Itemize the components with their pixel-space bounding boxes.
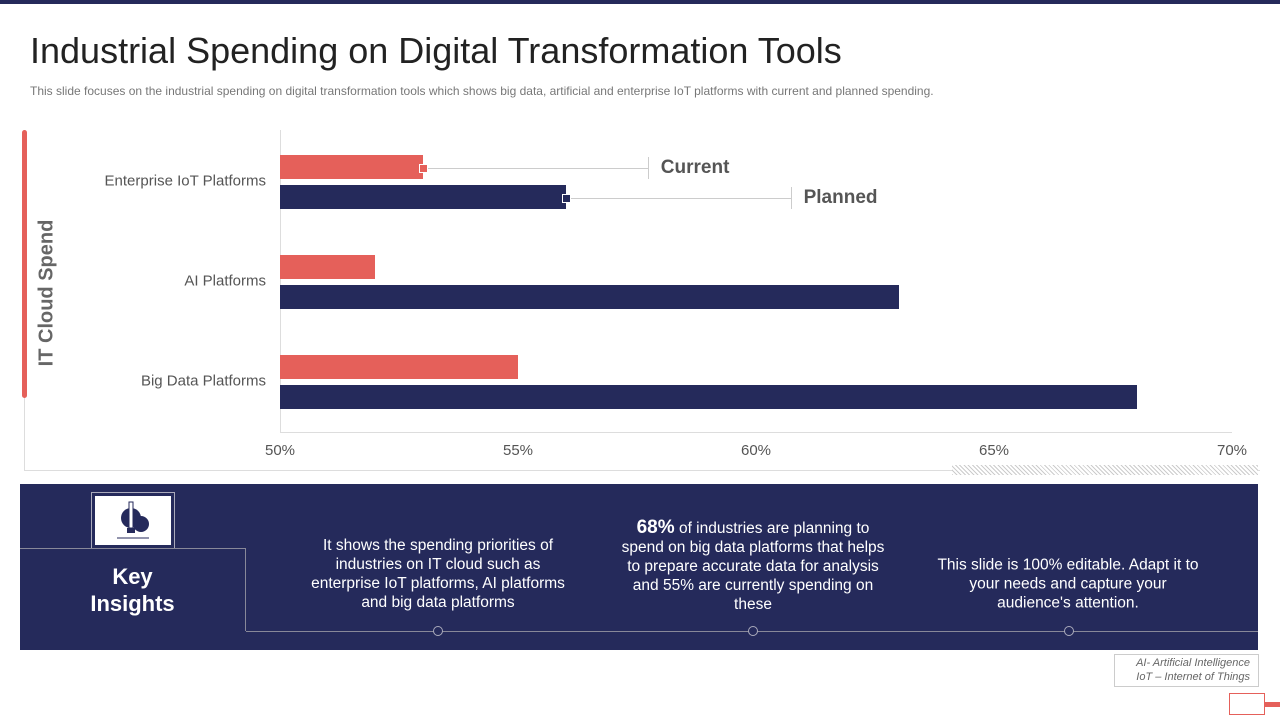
timeline-dot: [433, 626, 443, 636]
top-accent-bar: [0, 0, 1280, 4]
callout-tick: [790, 187, 792, 209]
page-subtitle: This slide focuses on the industrial spe…: [30, 84, 934, 98]
callout-tick: [647, 157, 649, 179]
x-tick-label: 60%: [740, 442, 772, 459]
legend-planned: Planned: [803, 187, 878, 208]
x-tick-label: 65%: [978, 442, 1010, 459]
y-axis-label: IT Cloud Spend: [35, 219, 58, 367]
lightbulb-gear-icon: [117, 501, 149, 538]
insight-text: This slide is 100% editable. Adapt it to…: [937, 556, 1199, 612]
page-title: Industrial Spending on Digital Transform…: [30, 30, 842, 71]
heading-line-1: Key: [112, 564, 153, 589]
bar-current: [280, 255, 376, 279]
category-label: Enterprise IoT Platforms: [104, 172, 266, 190]
insight-text: of industries are planning to spend on b…: [621, 520, 885, 613]
bar-planned: [280, 285, 899, 309]
callout-line: [565, 198, 791, 199]
bar-current: [280, 155, 423, 179]
insight-text: It shows the spending priorities of indu…: [311, 537, 565, 611]
callout-marker: [418, 164, 428, 173]
footnote-line: AI- Artificial Intelligence: [1136, 657, 1250, 669]
bar-current: [280, 355, 518, 379]
x-axis-line: [280, 432, 1232, 433]
key-insights-heading: Key Insights: [20, 548, 246, 631]
callout-line: [422, 168, 648, 169]
insight-2: 68% of industries are planning to spend …: [618, 518, 888, 614]
footnote: AI- Artificial Intelligence IoT – Interne…: [1114, 654, 1259, 687]
insight-highlight: 68%: [636, 517, 675, 538]
hatch-decoration: [952, 465, 1258, 475]
bar-planned: [280, 185, 566, 209]
timeline-dot: [748, 626, 758, 636]
x-tick-label: 70%: [1216, 442, 1248, 459]
callout-marker: [561, 194, 571, 203]
x-tick-label: 50%: [264, 442, 296, 459]
key-insights-panel: [20, 484, 1258, 650]
insight-icon-box: [91, 492, 175, 549]
corner-accent: [1265, 702, 1280, 707]
insight-3: This slide is 100% editable. Adapt it to…: [933, 556, 1203, 613]
heading-line-2: Insights: [90, 591, 175, 616]
y-axis-line: [280, 130, 281, 432]
category-label: Big Data Platforms: [140, 372, 266, 390]
timeline-dot: [1064, 626, 1074, 636]
legend-current: Current: [660, 157, 730, 178]
footnote-line: IoT – Internet of Things: [1136, 671, 1250, 683]
insight-1: It shows the spending priorities of indu…: [303, 536, 573, 612]
x-tick-label: 55%: [502, 442, 534, 459]
category-label: AI Platforms: [184, 272, 266, 290]
accent-bar: [22, 130, 27, 398]
corner-box: [1229, 693, 1265, 715]
bar-planned: [280, 385, 1137, 409]
